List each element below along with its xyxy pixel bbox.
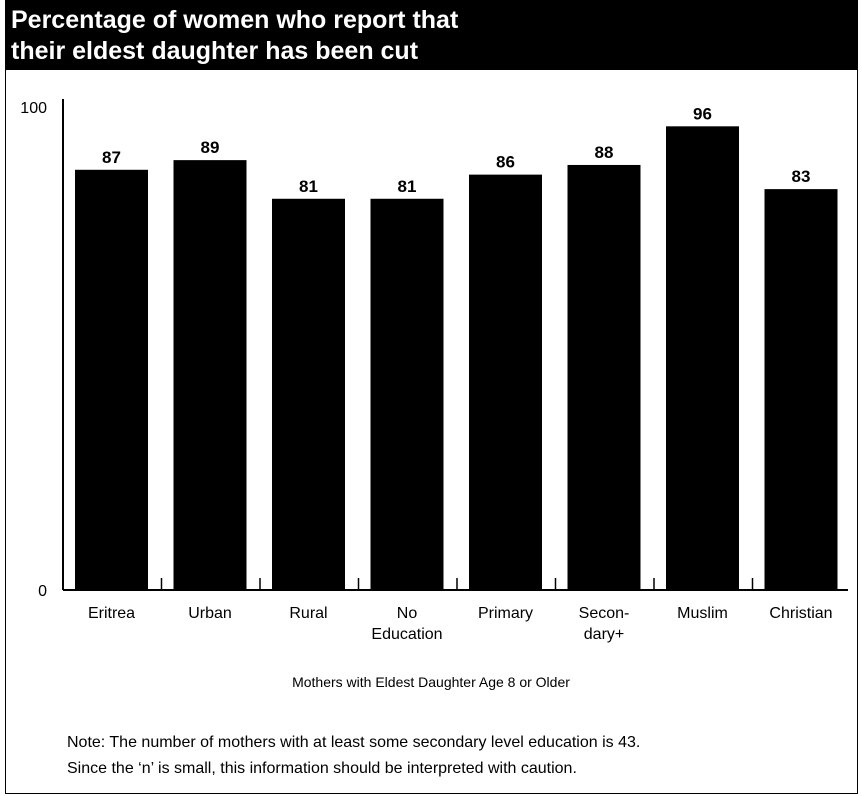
data-label: 81 xyxy=(398,177,417,196)
x-tick-label: Education xyxy=(371,626,442,643)
data-label: 86 xyxy=(496,153,515,172)
bar xyxy=(469,174,542,590)
x-tick-label: Muslim xyxy=(677,605,728,622)
x-tick-label: Eritrea xyxy=(88,605,135,622)
data-label: 89 xyxy=(201,138,220,157)
bar xyxy=(173,160,247,590)
footnote: Note: The number of mothers with at leas… xyxy=(67,730,857,782)
bar xyxy=(370,198,444,590)
chart-title-line-1: Percentage of women who report that xyxy=(11,6,459,34)
x-tick-label: Secon- xyxy=(579,605,630,622)
x-tick-label: dary+ xyxy=(584,626,624,643)
footnote-line-2: Since the ‘n’ is small, this information… xyxy=(67,760,577,777)
x-axis-label: Mothers with Eldest Daughter Age 8 or Ol… xyxy=(292,674,570,690)
x-tick-label: No xyxy=(397,605,418,622)
data-label: 96 xyxy=(693,104,712,123)
bar xyxy=(75,169,148,591)
data-label: 81 xyxy=(299,177,318,196)
chart-title: Percentage of women who report that thei… xyxy=(5,0,858,70)
bar xyxy=(272,198,345,590)
bar xyxy=(666,126,739,590)
x-tick-label: Rural xyxy=(289,605,327,622)
x-tick-label: Christian xyxy=(769,605,832,622)
chart-title-line-2: their eldest daughter has been cut xyxy=(11,37,419,65)
data-label: 87 xyxy=(102,148,121,167)
y-tick-label: 0 xyxy=(38,583,47,600)
y-tick-label: 100 xyxy=(20,100,47,117)
x-tick-label: Urban xyxy=(188,605,232,622)
bar xyxy=(567,164,641,590)
bar xyxy=(764,189,838,591)
footnote-line-1: Note: The number of mothers with at leas… xyxy=(67,734,641,751)
data-label: 83 xyxy=(792,167,811,186)
x-tick-label: Primary xyxy=(478,605,533,622)
data-label: 88 xyxy=(595,143,614,162)
